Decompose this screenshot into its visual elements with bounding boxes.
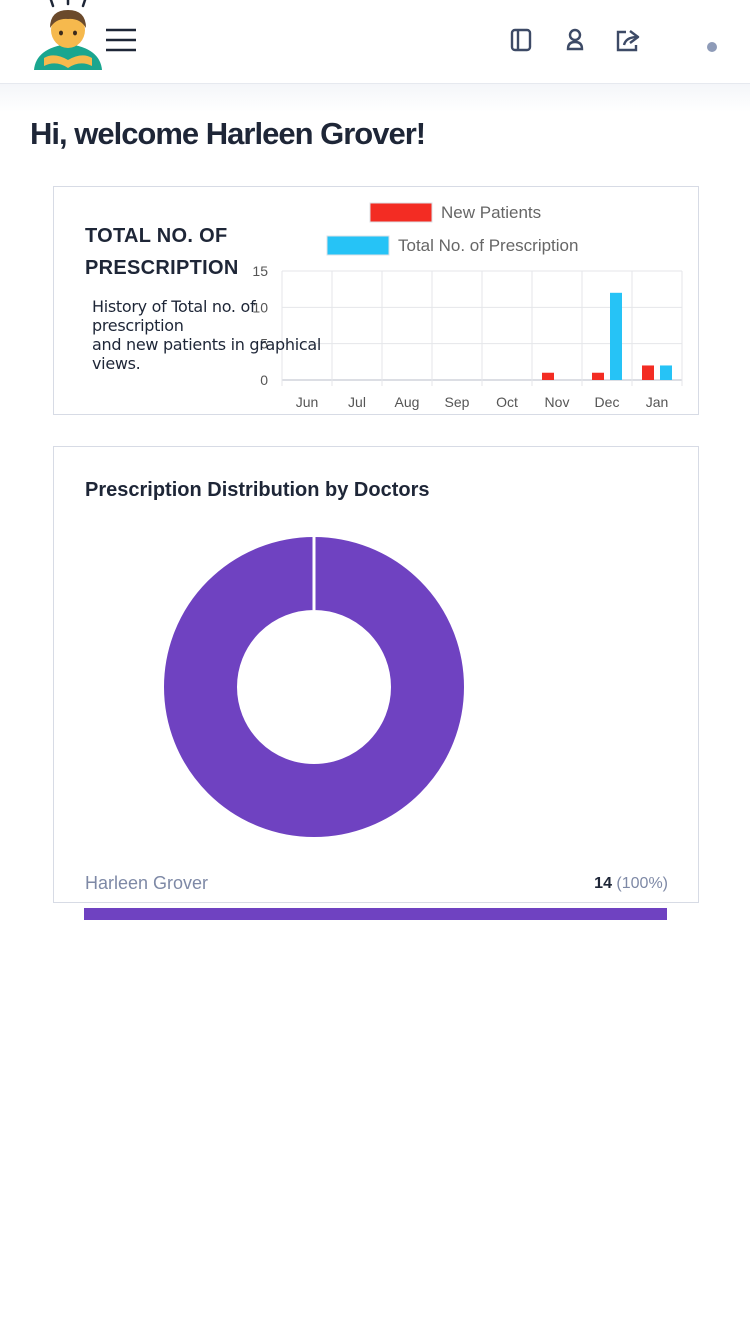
- welcome-heading: Hi, welcome Harleen Grover!: [30, 116, 426, 151]
- status-dot: [707, 42, 717, 52]
- distribution-donut-chart: [164, 537, 464, 837]
- x-tick-label: Dec: [595, 394, 620, 410]
- y-tick-label: 15: [252, 263, 268, 279]
- top-navbar: [0, 0, 750, 84]
- navbar-shadow: [0, 84, 750, 112]
- y-tick-label: 10: [252, 299, 268, 315]
- legend-percent: (100%): [616, 875, 668, 892]
- legend-doctor-value: 14 (100%): [594, 875, 668, 893]
- x-tick-label: Jun: [296, 394, 319, 410]
- prescription-card-title: TOTAL NO. OF PRESCRIPTION: [85, 225, 239, 279]
- bar-new-patients: [542, 372, 554, 380]
- prescription-bar-chart: 0 5 10 15 Jun Jul Aug Sep Oct Nov Dec Jan New Patien…: [252, 202, 683, 410]
- bar-new-patients: [592, 372, 604, 380]
- distribution-progress-fill: [84, 908, 667, 920]
- legend-label: New Patients: [441, 203, 541, 222]
- x-tick-label: Oct: [496, 394, 518, 410]
- x-tick-label: Jan: [646, 394, 669, 410]
- prescription-card-description: History of Total no. of prescription and…: [92, 297, 332, 373]
- legend-count: 14: [594, 875, 612, 892]
- distribution-progress-bar: [84, 908, 667, 920]
- legend-swatch: [369, 202, 433, 223]
- x-tick-label: Jul: [348, 394, 366, 410]
- bar-prescriptions: [660, 365, 672, 380]
- bar-new-patients: [642, 365, 654, 380]
- y-tick-label: 0: [260, 372, 268, 388]
- share-icon[interactable]: [614, 26, 642, 54]
- legend-doctor-name: Harleen Grover: [85, 873, 209, 893]
- x-tick-label: Sep: [445, 394, 470, 410]
- bar-prescriptions: [610, 292, 622, 380]
- prescription-chart-card: TOTAL NO. OF PRESCRIPTION 0 5 10 15 Jun Jul Au…: [53, 186, 699, 415]
- hamburger-menu-icon[interactable]: [104, 26, 138, 54]
- distribution-card-title: Prescription Distribution by Doctors: [85, 479, 430, 501]
- legend-swatch: [326, 235, 390, 256]
- y-tick-label: 5: [260, 336, 268, 352]
- legend-label: Total No. of Prescription: [398, 236, 578, 255]
- avatar-emoji-icon[interactable]: [30, 0, 106, 74]
- copy-icon[interactable]: [507, 26, 535, 54]
- x-tick-label: Aug: [395, 394, 420, 410]
- description-line: History of Total no. of prescription and…: [92, 297, 322, 373]
- user-icon[interactable]: [561, 26, 589, 54]
- x-tick-label: Nov: [545, 394, 570, 410]
- distribution-chart-card: Prescription Distribution by Doctors Har…: [53, 446, 699, 903]
